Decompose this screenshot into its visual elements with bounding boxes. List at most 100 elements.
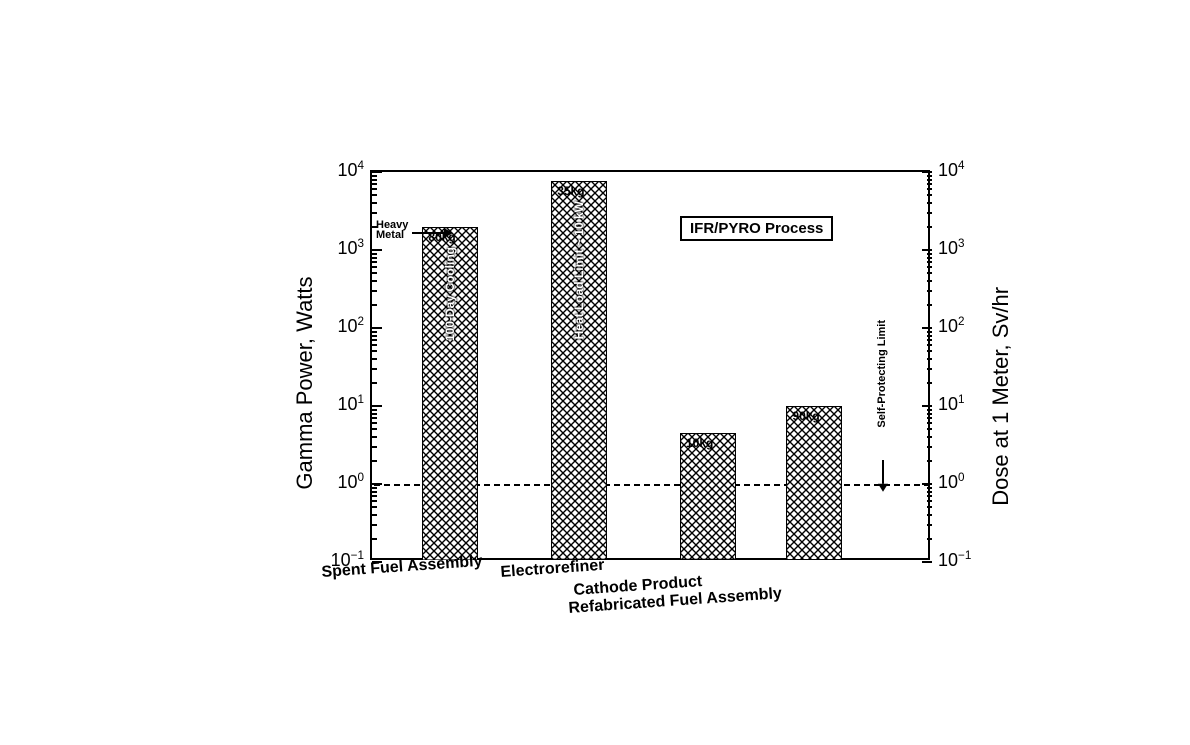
axis-tick <box>372 428 377 430</box>
axis-tick <box>372 280 377 282</box>
axis-tick <box>927 188 932 190</box>
tick-exp: −1 <box>958 549 971 562</box>
axis-tick <box>372 382 377 384</box>
axis-tick <box>372 266 377 268</box>
y2-axis-title: Dose at 1 Meter, Sv/hr <box>988 225 1014 506</box>
axis-tick <box>927 257 932 259</box>
axis-tick <box>927 460 932 462</box>
y-tick-label: 100 <box>337 471 364 493</box>
tick-exp: 4 <box>357 159 364 172</box>
axis-tick <box>372 506 377 508</box>
x-category-label: Electrorefiner <box>500 557 605 582</box>
axis-tick <box>372 524 377 526</box>
axis-tick <box>927 266 932 268</box>
axis-tick <box>927 331 932 333</box>
axis-tick <box>372 327 382 329</box>
axis-tick <box>372 495 377 497</box>
axis-tick <box>927 495 932 497</box>
axis-tick <box>927 183 932 185</box>
axis-tick <box>372 304 377 306</box>
tick-base: 10 <box>938 316 958 336</box>
axis-tick <box>927 506 932 508</box>
axis-tick <box>372 183 377 185</box>
tick-base: 10 <box>938 160 958 180</box>
heavy-metal-arrow-icon <box>412 226 454 245</box>
axis-tick <box>372 261 377 263</box>
axis-tick <box>927 413 932 415</box>
heavy-metal-line2: Metal <box>376 230 408 240</box>
tick-base: 10 <box>337 160 357 180</box>
axis-tick <box>372 350 377 352</box>
axis-tick <box>927 350 932 352</box>
tick-exp: 2 <box>958 315 965 328</box>
axis-tick <box>927 339 932 341</box>
axis-tick <box>927 261 932 263</box>
axis-tick <box>927 344 932 346</box>
axis-tick <box>372 405 382 407</box>
axis-tick <box>922 249 932 251</box>
axis-tick <box>927 212 932 214</box>
tick-exp: 1 <box>357 393 364 406</box>
tick-exp: 3 <box>357 237 364 250</box>
axis-tick <box>927 358 932 360</box>
axis-tick <box>372 249 382 251</box>
axis-tick <box>922 171 932 173</box>
axis-tick <box>927 382 932 384</box>
tick-base: 10 <box>337 394 357 414</box>
axis-tick <box>927 304 932 306</box>
axis-tick <box>372 491 377 493</box>
axis-tick <box>927 524 932 526</box>
axis-tick <box>927 417 932 419</box>
bar-top-label-refab: 90kg <box>792 409 819 423</box>
axis-tick <box>372 175 377 177</box>
axis-tick <box>372 538 377 540</box>
y2-tick-label: 10−1 <box>938 549 971 571</box>
axis-tick <box>372 487 377 489</box>
axis-tick <box>927 226 932 228</box>
tick-exp: 1 <box>958 393 965 406</box>
tick-exp: 0 <box>958 471 965 484</box>
axis-tick <box>372 202 377 204</box>
axis-tick <box>372 339 377 341</box>
tick-exp: 3 <box>958 237 965 250</box>
axis-tick <box>372 500 377 502</box>
tick-base: 10 <box>337 316 357 336</box>
axis-tick <box>927 272 932 274</box>
tick-exp: 4 <box>958 159 965 172</box>
bar-top-label-cathode: 10kg <box>686 436 713 450</box>
y2-tick-label: 100 <box>938 471 965 493</box>
process-box: IFR/PYRO Process <box>680 216 833 241</box>
axis-tick <box>927 175 932 177</box>
axis-tick <box>927 514 932 516</box>
self-protecting-label: Self-Protecting Limit <box>876 320 888 428</box>
y-tick-label: 104 <box>337 159 364 181</box>
axis-tick <box>372 194 377 196</box>
axis-tick <box>372 422 377 424</box>
y2-tick-label: 104 <box>938 159 965 181</box>
axis-tick <box>372 212 377 214</box>
axis-tick <box>372 436 377 438</box>
tick-base: 10 <box>938 238 958 258</box>
axis-tick <box>372 514 377 516</box>
axis-tick <box>372 290 377 292</box>
tick-base: 10 <box>337 472 357 492</box>
axis-tick <box>927 538 932 540</box>
axis-tick <box>927 428 932 430</box>
bar-cathode <box>680 433 736 560</box>
axis-tick <box>372 358 377 360</box>
y-axis-title: Gamma Power, Watts <box>292 240 318 490</box>
tick-exp: 2 <box>357 315 364 328</box>
axis-tick <box>922 327 932 329</box>
tick-base: 10 <box>938 394 958 414</box>
self-protecting-arrow-icon <box>876 460 890 497</box>
axis-tick <box>372 409 377 411</box>
plot-area: 80kg100-Day Cooling 35kgHeat Load Limit … <box>370 170 930 560</box>
axis-tick <box>927 487 932 489</box>
y-tick-label: 102 <box>337 315 364 337</box>
axis-tick <box>927 280 932 282</box>
tick-base: 10 <box>337 238 357 258</box>
axis-tick <box>372 368 377 370</box>
axis-tick <box>922 405 932 407</box>
y2-tick-label: 103 <box>938 237 965 259</box>
axis-tick <box>927 446 932 448</box>
